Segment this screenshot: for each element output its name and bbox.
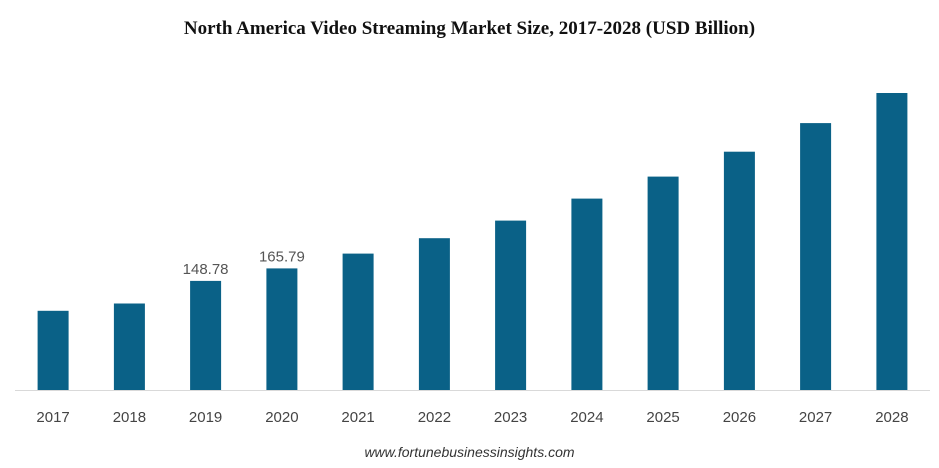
x-tick-label-2025: 2025 [646,409,679,426]
x-tick-label-2018: 2018 [113,409,146,426]
bar-2021 [342,253,374,390]
bar-2018 [113,303,145,390]
bar-2019 [190,280,222,390]
chart-title: North America Video Streaming Market Siz… [183,18,756,39]
bar-2017 [37,310,69,390]
bar-2023 [495,220,527,390]
x-tick-label-2027: 2027 [799,409,832,426]
x-tick-label-2022: 2022 [418,409,451,426]
x-tick-label-2028: 2028 [875,409,908,426]
data-label-2020: 165.79 [259,248,305,265]
x-tick-label-2019: 2019 [189,409,222,426]
x-tick-label-2017: 2017 [36,409,69,426]
bar-2024 [571,198,603,390]
source-note: www.fortunebusinessinsights.com [364,444,575,460]
x-tick-label-2020: 2020 [265,409,298,426]
bar-2025 [647,176,679,390]
bar-2020 [266,268,298,390]
data-label-2019: 148.78 [183,261,229,278]
bar-2026 [723,151,755,390]
x-tick-label-2023: 2023 [494,409,527,426]
bar-2027 [800,123,832,390]
x-tick-label-2026: 2026 [723,409,756,426]
x-tick-label-2021: 2021 [341,409,374,426]
x-tick-label-2024: 2024 [570,409,603,426]
bar-2028 [876,93,908,390]
bar-2022 [418,238,450,390]
